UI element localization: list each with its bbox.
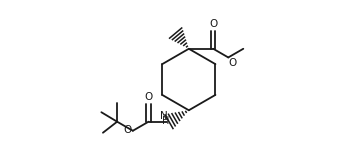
Text: O: O: [124, 125, 132, 135]
Text: H: H: [162, 116, 169, 126]
Text: O: O: [144, 92, 153, 102]
Text: O: O: [229, 58, 237, 68]
Text: N: N: [160, 111, 168, 121]
Text: O: O: [209, 19, 217, 29]
